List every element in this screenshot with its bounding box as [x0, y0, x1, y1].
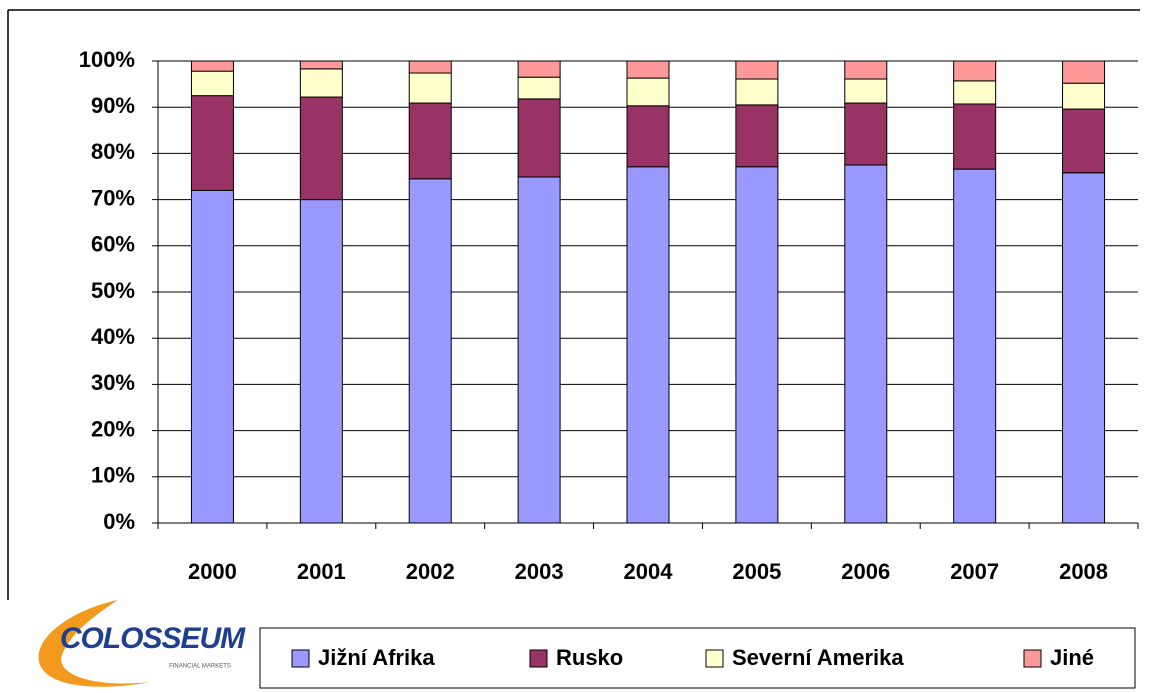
bar-segment [190, 189, 234, 524]
bar-segment [844, 78, 888, 104]
bar-segment [517, 60, 561, 78]
x-tick-label: 2000 [188, 559, 237, 584]
y-tick-label: 80% [91, 139, 135, 164]
bar-segment [517, 76, 561, 100]
bar-segment [190, 60, 234, 72]
legend-marker [1023, 649, 1042, 668]
logo: COLOSSEUM FINANCIAL MARKETS [38, 600, 247, 687]
bar-segment [1062, 108, 1106, 174]
x-tick-label: 2008 [1059, 559, 1108, 584]
bar-segment [735, 166, 779, 524]
bar-segment [626, 105, 670, 168]
y-tick-label: 40% [91, 324, 135, 349]
bar-segment [517, 176, 561, 524]
y-tick-label: 100% [79, 47, 135, 72]
x-tick-label: 2002 [406, 559, 455, 584]
bar-segment [626, 77, 670, 107]
bar-segment [517, 98, 561, 178]
bar-segment [735, 78, 779, 106]
logo-name: COLOSSEUM [60, 622, 246, 655]
y-tick-label: 60% [91, 232, 135, 257]
x-tick-label: 2005 [732, 559, 781, 584]
x-tick-label: 2001 [297, 559, 346, 584]
legend-label: Jižní Afrika [318, 645, 435, 670]
bar-segment [299, 96, 343, 201]
bar-segment [953, 80, 997, 105]
bar-segment [299, 60, 343, 70]
x-tick-label: 2004 [624, 559, 674, 584]
bar-segment [408, 178, 452, 524]
bar-segment [190, 70, 234, 97]
bar-segment [735, 60, 779, 80]
bar-segment [844, 102, 888, 166]
y-tick-label: 30% [91, 370, 135, 395]
y-tick-label: 10% [91, 463, 135, 488]
bar-segment [408, 102, 452, 180]
y-tick-label: 90% [91, 93, 135, 118]
bar-segment [953, 168, 997, 524]
bar-segment [735, 104, 779, 168]
bar-segment [1062, 172, 1106, 524]
bar-segment [299, 68, 343, 98]
legend-label: Rusko [556, 645, 623, 670]
logo-tagline: FINANCIAL MARKETS [169, 664, 231, 670]
bar-segment [1062, 60, 1106, 84]
x-tick-label: 2006 [841, 559, 890, 584]
bar-segment [1062, 82, 1106, 110]
legend-box [259, 627, 1136, 689]
y-tick-label: 70% [91, 185, 135, 210]
bar-segment [844, 60, 888, 80]
bar-segment [408, 60, 452, 74]
bar-segment [844, 164, 888, 524]
bar-segment [953, 103, 997, 170]
x-tick-label: 2003 [515, 559, 564, 584]
legend-marker [291, 649, 310, 668]
x-tick-label: 2007 [950, 559, 999, 584]
bar-segment [626, 60, 670, 79]
y-tick-label: 20% [91, 416, 135, 441]
bar-segment [953, 60, 997, 82]
bar-segment [299, 199, 343, 524]
legend-marker [705, 649, 724, 668]
y-tick-label: 0% [103, 509, 135, 534]
bar-segment [190, 95, 234, 191]
bar-segment [626, 166, 670, 524]
legend-marker [529, 649, 548, 668]
legend-label: Jiné [1050, 645, 1094, 670]
bar-segment [408, 72, 452, 104]
legend-label: Severní Amerika [732, 645, 904, 670]
logo-swoosh [38, 600, 150, 687]
y-tick-label: 50% [91, 278, 135, 303]
